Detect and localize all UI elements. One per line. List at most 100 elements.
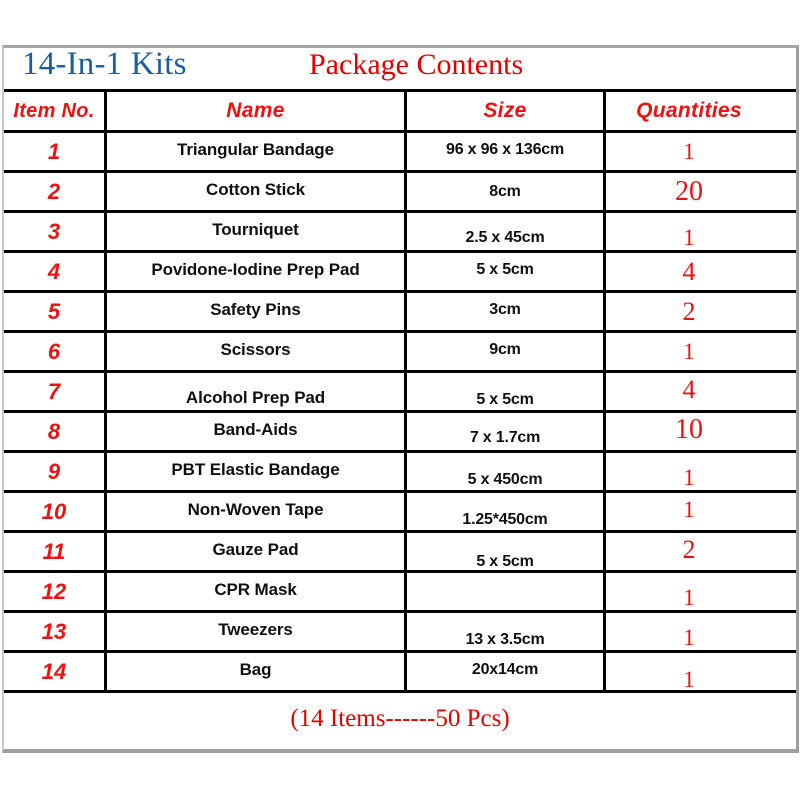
size-value: 9cm (489, 340, 521, 358)
cell-quantity: 1 (606, 213, 796, 250)
table-row: 12 CPR Mask 1 (4, 573, 796, 613)
cell-name: Cotton Stick (107, 173, 407, 210)
size-value: 96 x 96 x 136cm (446, 140, 564, 158)
cell-name: CPR Mask (107, 573, 407, 610)
quantity-value: 1 (683, 338, 695, 364)
cell-size: 13 x 3.5cm (407, 613, 606, 650)
table-row: 4 Povidone-Iodine Prep Pad 5 x 5cm 4 (4, 253, 796, 293)
table-row: 1 Triangular Bandage 96 x 96 x 136cm 1 (4, 133, 796, 173)
quantity-value: 2 (682, 534, 696, 564)
quantity-value: 1 (683, 464, 695, 490)
table-row: 13 Tweezers 13 x 3.5cm 1 (4, 613, 796, 653)
table-row: 2 Cotton Stick 8cm 20 (4, 173, 796, 213)
quantity-value: 1 (683, 666, 695, 691)
cell-item-no: 9 (4, 453, 107, 490)
quantity-value: 2 (682, 296, 696, 326)
cell-item-no: 6 (4, 333, 107, 370)
quantity-value: 4 (682, 374, 696, 404)
cell-quantity: 2 (606, 293, 796, 330)
item-no-value: 4 (47, 258, 61, 284)
size-value: 5 x 450cm (467, 470, 543, 488)
item-no-value: 12 (41, 578, 67, 604)
cell-item-no: 2 (4, 173, 107, 210)
cell-item-no: 3 (4, 213, 107, 250)
cell-size: 5 x 5cm (407, 533, 606, 570)
cell-size: 3cm (407, 293, 606, 330)
cell-size: 2.5 x 45cm (407, 213, 606, 250)
table-row: 5 Safety Pins 3cm 2 (4, 293, 796, 333)
quantity-value: 1 (683, 584, 695, 610)
cell-item-no: 7 (4, 373, 107, 410)
table-row: 11 Gauze Pad 5 x 5cm 2 (4, 533, 796, 573)
size-value: 5 x 5cm (476, 390, 534, 408)
item-no-value: 5 (47, 298, 61, 324)
item-no-value: 11 (42, 538, 66, 564)
size-value: 7 x 1.7cm (469, 428, 541, 446)
quantity-value: 10 (675, 413, 703, 445)
name-value: Tourniquet (212, 219, 299, 239)
item-no-value: 6 (47, 338, 61, 364)
name-value: Bag (239, 659, 272, 679)
item-no-value: 3 (47, 218, 61, 244)
item-no-value: 9 (47, 458, 61, 484)
name-value: Alcohol Prep Pad (185, 387, 326, 407)
column-header-size: Size (407, 92, 606, 130)
cell-item-no: 1 (4, 133, 107, 170)
cell-quantity: 10 (606, 413, 796, 450)
cell-size (407, 573, 606, 610)
name-value: Scissors (220, 339, 291, 359)
quantity-value: 1 (683, 496, 695, 522)
cell-name: Povidone-Iodine Prep Pad (107, 253, 407, 290)
summary-text: (14 Items------50 Pcs) (290, 705, 510, 732)
item-no-value: 1 (47, 138, 61, 164)
name-value: Band-Aids (213, 419, 298, 439)
contents-card: 14-In-1 Kits Package Contents Item No. N… (2, 45, 799, 753)
cell-quantity: 4 (606, 253, 796, 290)
cell-item-no: 13 (4, 613, 107, 650)
cell-quantity: 1 (606, 493, 796, 530)
item-no-value: 13 (41, 618, 67, 644)
table-row: 3 Tourniquet 2.5 x 45cm 1 (4, 213, 796, 253)
column-header-name-label: Name (226, 99, 285, 122)
cell-size: 7 x 1.7cm (407, 413, 606, 450)
quantity-value: 1 (683, 224, 695, 250)
size-value: 5 x 5cm (476, 260, 534, 278)
cell-name: Non-Woven Tape (107, 493, 407, 530)
cell-quantity: 4 (606, 373, 796, 410)
cell-size: 9cm (407, 333, 606, 370)
cell-name: Scissors (107, 333, 407, 370)
column-header-size-label: Size (483, 99, 527, 122)
table-row: 14 Bag 20x14cm 1 (4, 653, 796, 693)
table-row: 10 Non-Woven Tape 1.25*450cm 1 (4, 493, 796, 533)
cell-size: 96 x 96 x 136cm (407, 133, 606, 170)
size-value: 20x14cm (471, 660, 539, 678)
cell-size: 20x14cm (407, 653, 606, 690)
cell-quantity: 20 (606, 173, 796, 210)
cell-item-no: 14 (4, 653, 107, 690)
page-title: Package Contents (309, 48, 524, 81)
cell-item-no: 12 (4, 573, 107, 610)
column-header-name: Name (107, 92, 407, 130)
cell-size: 1.25*450cm (407, 493, 606, 530)
name-value: Cotton Stick (206, 179, 305, 199)
cell-quantity: 1 (606, 333, 796, 370)
name-value: Safety Pins (210, 299, 301, 319)
size-value: 8cm (489, 182, 521, 200)
table-header-row: Item No. Name Size Quantities (4, 92, 796, 133)
size-value: 13 x 3.5cm (465, 630, 545, 648)
table-row: 7 Alcohol Prep Pad 5 x 5cm 4 (4, 373, 796, 413)
size-value: 3cm (489, 300, 521, 318)
cell-quantity: 1 (606, 573, 796, 610)
size-value: 2.5 x 45cm (465, 228, 545, 246)
kit-title: 14-In-1 Kits (22, 46, 187, 82)
size-value: 5 x 5cm (476, 552, 534, 570)
name-value: Povidone-Iodine Prep Pad (151, 259, 360, 279)
cell-quantity: 2 (606, 533, 796, 570)
cell-quantity: 1 (606, 613, 796, 650)
name-value: Non-Woven Tape (187, 499, 324, 519)
cell-name: Gauze Pad (107, 533, 407, 570)
table-row: 8 Band-Aids 7 x 1.7cm 10 (4, 413, 796, 453)
cell-item-no: 5 (4, 293, 107, 330)
column-header-item-no-label: Item No. (13, 99, 95, 122)
